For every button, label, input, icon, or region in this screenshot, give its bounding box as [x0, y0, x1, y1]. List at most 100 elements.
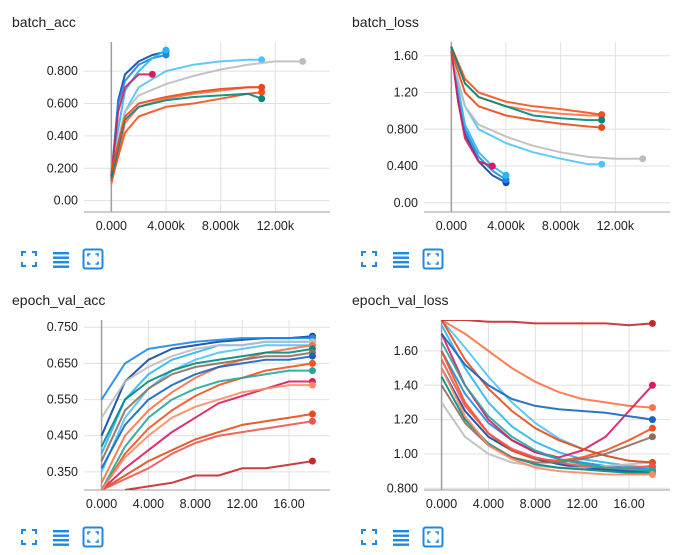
series-line — [101, 420, 313, 490]
x-tick-label: 16.00 — [273, 497, 304, 511]
series-end-point — [258, 56, 266, 64]
series-line — [100, 344, 313, 473]
series-line — [110, 49, 167, 169]
fit-to-data-icon[interactable] — [82, 248, 104, 270]
series-line — [441, 320, 653, 327]
series-line — [100, 362, 313, 490]
list-icon[interactable] — [390, 526, 412, 548]
series-end-point — [258, 88, 266, 96]
series-line — [110, 73, 153, 177]
x-tick-label: 4.000k — [487, 219, 525, 233]
series-line — [100, 340, 313, 419]
series-line — [440, 367, 653, 476]
series-end-point — [648, 433, 656, 441]
series-line — [450, 46, 602, 116]
series-end-point — [648, 416, 656, 424]
x-tick-label: 0.000 — [96, 219, 127, 233]
expand-icon[interactable] — [18, 248, 40, 270]
x-tick-label: 12.00k — [257, 219, 295, 233]
x-tick-label: 8.000 — [180, 497, 211, 511]
series-end-point — [308, 457, 316, 465]
series-end-point — [598, 160, 606, 168]
series-end-point — [308, 417, 316, 425]
chart-plot[interactable]: 0.800 1.00 1.20 1.40 1.60 0.000 4.000 8.000 12.0… — [340, 278, 680, 523]
list-icon[interactable] — [50, 248, 72, 270]
fit-to-data-icon[interactable] — [422, 526, 444, 548]
series-end-point — [162, 51, 170, 59]
series-line — [450, 50, 602, 129]
series-line — [440, 341, 653, 473]
series-end-point — [148, 70, 156, 78]
series-end-point — [308, 352, 316, 360]
series-line — [110, 92, 263, 179]
chart-plot[interactable]: 0.00 0.200 0.400 0.600 0.800 0.000 4.000k 8.000… — [0, 0, 340, 245]
series-line — [124, 460, 313, 490]
chart-plot[interactable]: 0.00 0.400 0.800 1.20 1.60 0.000 4.000k 8.000k 1… — [340, 0, 680, 245]
chart-panel-batch-loss: batch_loss 0.00 0.400 0.800 1.20 1.60 0.000 4.… — [340, 0, 680, 277]
fit-to-data-icon[interactable] — [422, 248, 444, 270]
y-tick-label: 0.350 — [47, 465, 78, 479]
series-line — [450, 51, 493, 168]
x-tick-label: 4.000k — [147, 219, 185, 233]
series-end-point — [648, 471, 656, 479]
series-end-point — [308, 410, 316, 418]
series-end-point — [488, 162, 496, 170]
series-end-point — [648, 320, 656, 327]
series-line — [440, 320, 653, 464]
series-end-point — [598, 116, 606, 124]
y-tick-label: 0.800 — [387, 481, 418, 495]
expand-icon[interactable] — [358, 526, 380, 548]
chart-panel-epoch-val-acc: epoch_val_acc 0.350 0.450 0.550 0.650 0.750 0… — [0, 278, 340, 555]
series-line — [100, 344, 313, 484]
series-line — [440, 350, 653, 462]
chart-title: epoch_val_loss — [352, 292, 449, 308]
series-end-point — [648, 462, 656, 470]
fit-to-data-icon[interactable] — [82, 526, 104, 548]
y-tick-label: 0.450 — [47, 429, 78, 443]
x-tick-label: 8.000 — [520, 497, 551, 511]
x-tick-label: 12.00 — [227, 497, 258, 511]
x-tick-label: 0.000 — [86, 497, 117, 511]
series-line — [450, 51, 507, 177]
series-end-point — [308, 381, 316, 389]
series-line — [450, 55, 643, 160]
chart-panel-batch-acc: batch_acc 0.00 0.200 0.400 0.600 0.800 0.000 4… — [0, 0, 340, 277]
series-line — [110, 58, 262, 172]
x-tick-label: 0.000 — [426, 497, 457, 511]
y-tick-label: 1.20 — [394, 86, 418, 100]
chart-panel-epoch-val-loss: epoch_val_loss 0.800 1.00 1.20 1.40 1.60 0.00… — [340, 278, 680, 555]
y-tick-label: 0.00 — [394, 196, 418, 210]
series-line — [450, 46, 602, 122]
series-line — [110, 86, 262, 172]
series-end-point — [598, 123, 606, 131]
chart-title: batch_loss — [352, 14, 419, 30]
series-end-point — [598, 111, 606, 119]
series-line — [100, 347, 313, 448]
y-tick-label: 0.750 — [47, 320, 78, 334]
expand-icon[interactable] — [358, 248, 380, 270]
series-line — [100, 355, 313, 469]
series-end-point — [162, 46, 170, 54]
series-end-point — [308, 367, 316, 375]
y-tick-label: 0.400 — [387, 159, 418, 173]
y-tick-label: 1.00 — [394, 447, 418, 461]
series-end-point — [648, 424, 656, 432]
series-line — [100, 337, 313, 401]
y-tick-label: 0.800 — [387, 122, 418, 136]
chart-plot[interactable]: 0.350 0.450 0.550 0.650 0.750 0.000 4.000 8.000… — [0, 278, 340, 523]
expand-icon[interactable] — [18, 526, 40, 548]
series-end-point — [299, 57, 307, 65]
series-line — [100, 369, 313, 490]
y-tick-label: 0.800 — [47, 64, 78, 78]
x-tick-label: 4.000 — [133, 497, 164, 511]
x-tick-label: 8.000k — [542, 219, 580, 233]
series-end-point — [308, 359, 316, 367]
list-icon[interactable] — [390, 248, 412, 270]
x-tick-label: 12.00k — [597, 219, 635, 233]
y-tick-label: 1.60 — [394, 49, 418, 63]
y-tick-label: 0.200 — [47, 161, 78, 175]
series-line — [440, 384, 653, 464]
list-icon[interactable] — [50, 526, 72, 548]
series-line — [440, 320, 653, 464]
chart-title: epoch_val_acc — [12, 292, 106, 308]
